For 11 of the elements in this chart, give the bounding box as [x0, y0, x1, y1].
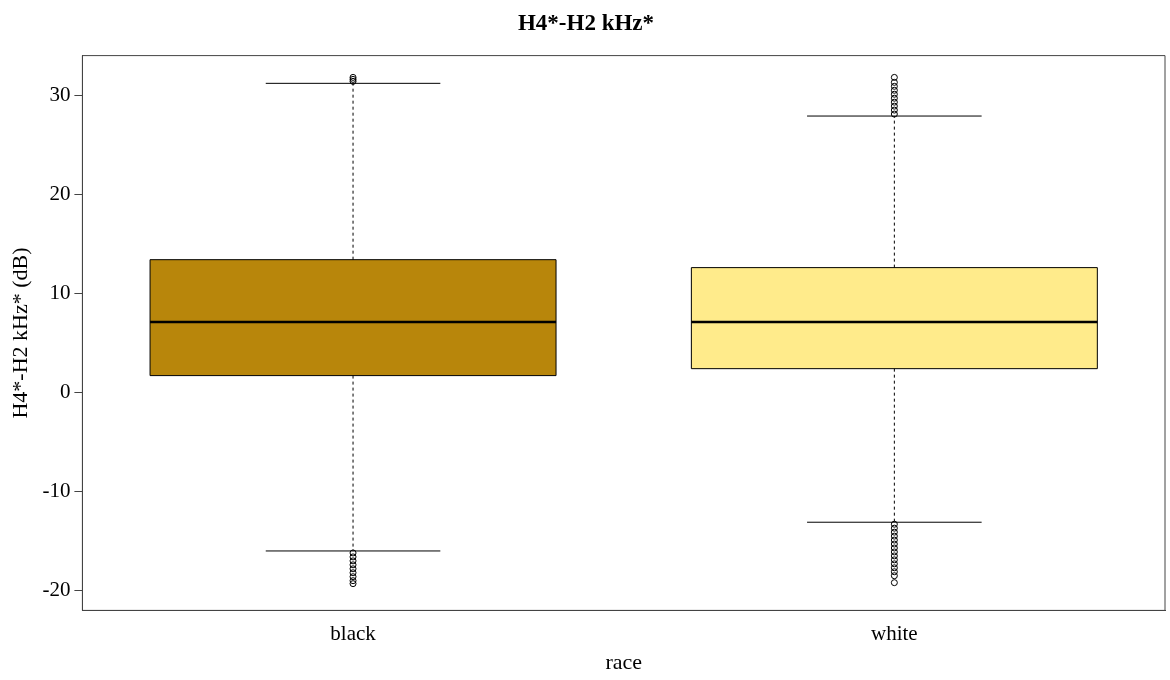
y-tick-label: 0	[59, 378, 71, 403]
y-axis-title: H4*-H2 kHz* (dB)	[6, 247, 32, 419]
y-tick-label: 30	[49, 81, 71, 106]
y-tick-label: -10	[42, 478, 71, 503]
chart-title: H4*-H2 kHz*	[517, 9, 655, 35]
y-tick-label: 10	[49, 279, 71, 304]
y-tick-label: 20	[49, 180, 71, 205]
x-tick-label: black	[330, 620, 377, 645]
x-tick-label: white	[871, 620, 918, 645]
y-tick-label: -20	[42, 577, 71, 602]
x-axis-title: race	[605, 648, 643, 674]
